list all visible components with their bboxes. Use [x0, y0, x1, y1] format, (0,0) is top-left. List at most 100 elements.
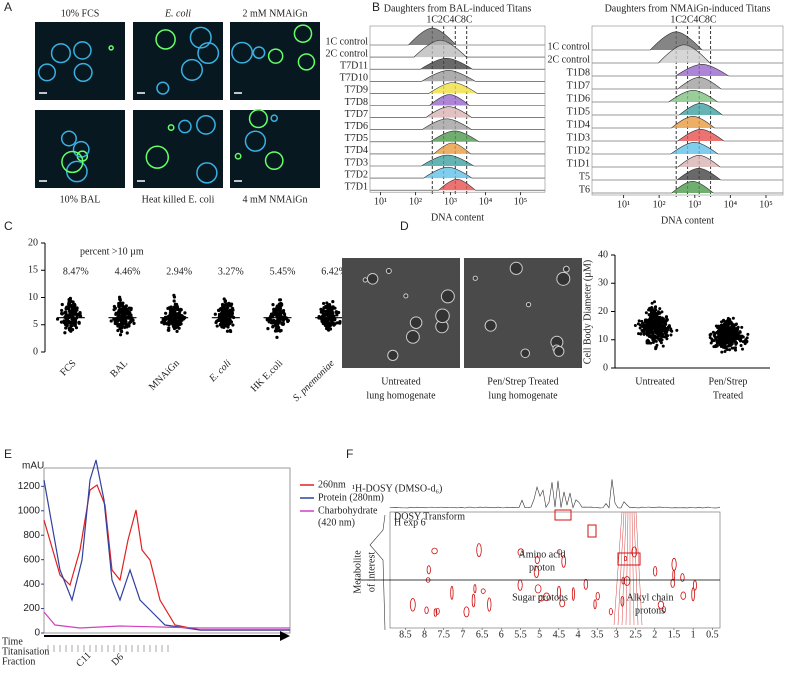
- plot-frame: [591, 25, 784, 196]
- dot: [719, 345, 723, 349]
- dot: [328, 323, 333, 327]
- y-tick-label: 20: [598, 306, 608, 317]
- dot: [218, 307, 222, 311]
- cell: [155, 29, 176, 50]
- dot: [120, 313, 124, 318]
- dot: [118, 311, 123, 315]
- dot: [731, 316, 735, 320]
- dot: [172, 307, 176, 312]
- dot: [231, 306, 235, 311]
- peak: [557, 549, 563, 555]
- dot: [649, 308, 653, 312]
- peak-line: [625, 511, 629, 626]
- dot: [733, 340, 737, 344]
- dot: [728, 333, 732, 337]
- dot: [122, 311, 126, 315]
- dot: [285, 317, 289, 321]
- dot: [123, 305, 128, 309]
- peak: [424, 606, 429, 615]
- y-tick-label: 10: [28, 292, 38, 303]
- histogram: [592, 167, 783, 181]
- caption: E. coli: [164, 8, 191, 19]
- y-tick-label: 800: [23, 530, 40, 541]
- dot: [67, 297, 71, 302]
- dot: [118, 333, 123, 337]
- histogram: [592, 115, 783, 129]
- category-label: Untreated: [635, 376, 674, 387]
- spectrum-side: [369, 514, 386, 631]
- dot: [715, 330, 719, 334]
- dot: [167, 328, 171, 332]
- dot: [226, 312, 230, 317]
- peak: [435, 607, 440, 615]
- peak: [431, 547, 438, 555]
- histogram: [370, 118, 545, 130]
- dot: [222, 303, 226, 307]
- row-label: 1C control: [326, 36, 369, 47]
- x-tick-label: 10⁵: [514, 196, 528, 207]
- micrograph: [133, 110, 223, 188]
- dot: [330, 307, 334, 311]
- peak: [534, 584, 542, 594]
- x-tick-label: 5.5: [514, 629, 527, 640]
- category-label: S. pnemoniae: [291, 358, 337, 404]
- cell: [562, 265, 570, 273]
- dot: [740, 325, 744, 329]
- peak: [661, 606, 667, 614]
- peak: [533, 565, 540, 578]
- cell: [509, 261, 523, 275]
- dot: [720, 341, 724, 345]
- x-tick-label: 1: [691, 629, 696, 640]
- legend-label: Protein (280nm): [318, 492, 384, 503]
- dot: [717, 333, 721, 337]
- cell: [244, 130, 267, 152]
- peak: [583, 578, 589, 590]
- dot: [662, 322, 666, 326]
- histogram: [370, 94, 545, 106]
- dot: [213, 312, 217, 316]
- cell: [73, 62, 93, 82]
- dot: [125, 331, 129, 335]
- caption: 10% FCS: [61, 8, 100, 19]
- cell: [362, 277, 368, 283]
- dot: [648, 325, 652, 329]
- cell: [178, 119, 192, 134]
- dot: [649, 335, 653, 339]
- cell: [252, 46, 266, 59]
- category-label: MNAiGn: [147, 358, 182, 393]
- dot: [319, 307, 323, 312]
- dot: [733, 330, 737, 334]
- dot: [642, 325, 646, 329]
- dot: [325, 320, 329, 324]
- dot: [325, 301, 329, 305]
- panel-label: D: [400, 219, 409, 233]
- dot: [70, 308, 74, 312]
- y-axis-label: Cell Body Diameter (µM): [582, 260, 593, 364]
- panel-label: A: [4, 0, 12, 14]
- row-label: T1D2: [567, 145, 590, 156]
- micrograph: [230, 110, 320, 188]
- dot: [171, 322, 175, 326]
- peak: [672, 569, 676, 581]
- histogram: [592, 141, 783, 155]
- dot: [651, 316, 655, 320]
- dot: [657, 337, 661, 341]
- cell: [189, 26, 212, 49]
- x-tick-label: 10²: [409, 196, 422, 207]
- dot: [271, 302, 275, 307]
- dot: [126, 312, 130, 316]
- cell: [234, 152, 242, 160]
- dot: [724, 334, 728, 338]
- peak: [476, 543, 482, 557]
- annotation: Sugar protons: [512, 592, 568, 603]
- x-axis-label: DNA content: [431, 212, 484, 223]
- cell: [197, 42, 220, 65]
- highlight: [617, 552, 641, 566]
- dot: [173, 310, 177, 314]
- dot: [650, 312, 654, 316]
- dot: [179, 308, 183, 312]
- dot: [225, 302, 229, 306]
- dot: [675, 328, 679, 332]
- dot: [327, 303, 332, 307]
- annotation: Alkyl chain: [627, 592, 674, 603]
